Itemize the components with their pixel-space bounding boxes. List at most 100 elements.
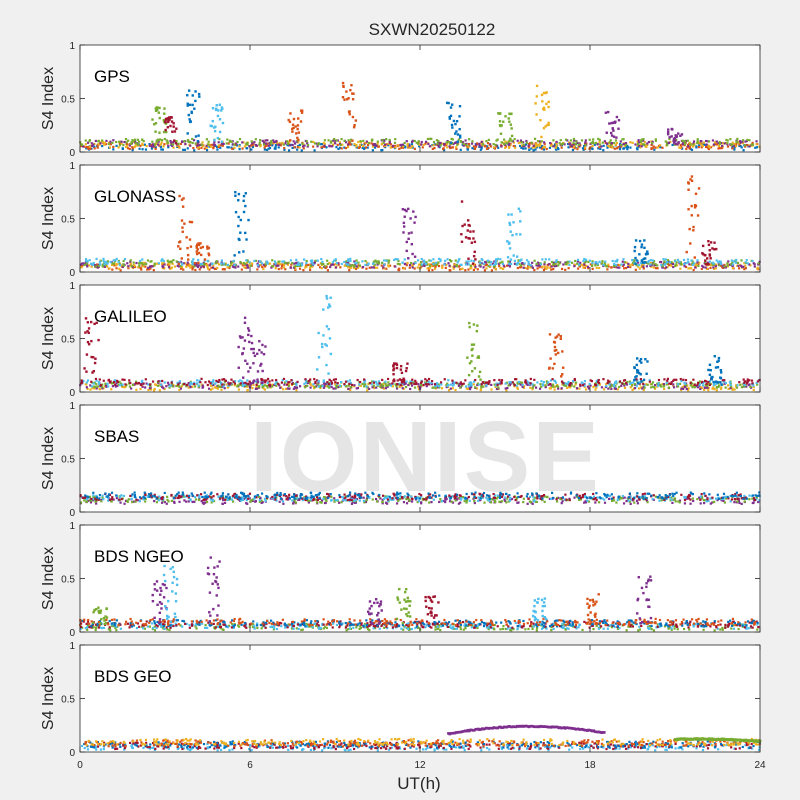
data-point <box>657 384 660 387</box>
data-point <box>622 379 626 382</box>
data-point <box>397 268 401 272</box>
data-point <box>480 383 483 386</box>
data-point <box>610 266 613 269</box>
data-point <box>519 381 522 384</box>
data-point <box>90 499 93 502</box>
data-point <box>168 266 171 269</box>
data-point <box>84 143 88 146</box>
data-point <box>579 384 582 388</box>
spike-point <box>475 329 479 333</box>
spike-point <box>186 104 189 107</box>
data-point <box>459 381 462 384</box>
data-point <box>364 263 367 266</box>
data-point <box>263 388 267 391</box>
data-point <box>508 381 511 384</box>
data-point <box>489 265 492 268</box>
data-point <box>233 495 236 498</box>
spike-point <box>221 107 224 110</box>
data-point <box>689 502 692 505</box>
data-point <box>81 264 84 268</box>
data-point <box>495 387 499 391</box>
data-point <box>219 385 222 389</box>
data-point <box>531 146 534 149</box>
data-point <box>499 258 502 261</box>
data-point <box>295 389 298 392</box>
spike-point <box>167 120 170 124</box>
spike-point <box>300 111 304 114</box>
data-point <box>374 380 378 383</box>
data-point <box>185 500 188 503</box>
data-point <box>381 261 384 264</box>
data-point <box>298 143 301 146</box>
data-point <box>260 262 263 265</box>
data-point <box>520 264 523 267</box>
data-point <box>513 259 517 262</box>
spike-point <box>633 249 636 253</box>
data-point <box>720 386 723 389</box>
data-point <box>729 382 732 385</box>
data-point <box>693 262 696 265</box>
spike-point <box>702 253 705 256</box>
data-point <box>233 380 237 383</box>
data-point <box>363 378 366 381</box>
data-point <box>666 143 669 147</box>
data-point <box>236 140 239 144</box>
data-point <box>508 264 511 267</box>
data-point <box>344 380 348 383</box>
spike-point <box>395 366 399 370</box>
data-point <box>218 380 222 383</box>
data-point <box>275 378 278 382</box>
data-point <box>177 142 180 145</box>
data-point <box>172 141 175 144</box>
data-point <box>582 148 585 151</box>
data-point <box>192 258 195 261</box>
data-point <box>241 497 244 500</box>
data-point <box>396 262 399 265</box>
data-point <box>508 262 511 265</box>
spike-point <box>288 120 292 124</box>
data-point <box>322 386 326 389</box>
data-point <box>245 384 248 387</box>
data-point <box>176 381 179 384</box>
data-point <box>611 259 614 263</box>
data-point <box>635 499 639 502</box>
data-point <box>381 386 384 389</box>
data-point <box>325 499 328 503</box>
data-point <box>147 268 150 271</box>
data-point <box>583 501 586 504</box>
data-point <box>540 385 543 388</box>
plot-area <box>80 285 760 392</box>
data-point <box>274 382 277 385</box>
data-point <box>482 385 485 388</box>
spike-point <box>607 110 610 114</box>
data-point <box>738 143 741 146</box>
spike-point <box>506 256 510 259</box>
spike-point <box>466 229 469 232</box>
data-point <box>133 145 137 148</box>
data-point <box>249 499 253 502</box>
spike-point <box>186 246 189 250</box>
data-point <box>698 383 701 386</box>
spike-point <box>687 181 690 184</box>
data-point <box>508 382 511 385</box>
spike-point <box>170 120 174 123</box>
data-point <box>427 142 430 145</box>
data-point <box>689 143 692 146</box>
data-point <box>479 498 482 502</box>
data-point <box>748 145 751 148</box>
data-point <box>403 495 406 498</box>
data-point <box>312 387 316 390</box>
spike-point <box>325 325 329 328</box>
data-point <box>639 378 642 381</box>
spike-point <box>542 106 546 110</box>
data-point <box>262 141 266 144</box>
data-point <box>672 383 675 386</box>
data-point <box>122 259 125 263</box>
plot-area <box>80 165 760 272</box>
data-point <box>451 146 455 149</box>
data-point <box>477 496 480 499</box>
data-point <box>720 497 723 501</box>
data-point <box>113 264 116 267</box>
data-point <box>563 498 566 501</box>
spike-point <box>666 130 670 134</box>
